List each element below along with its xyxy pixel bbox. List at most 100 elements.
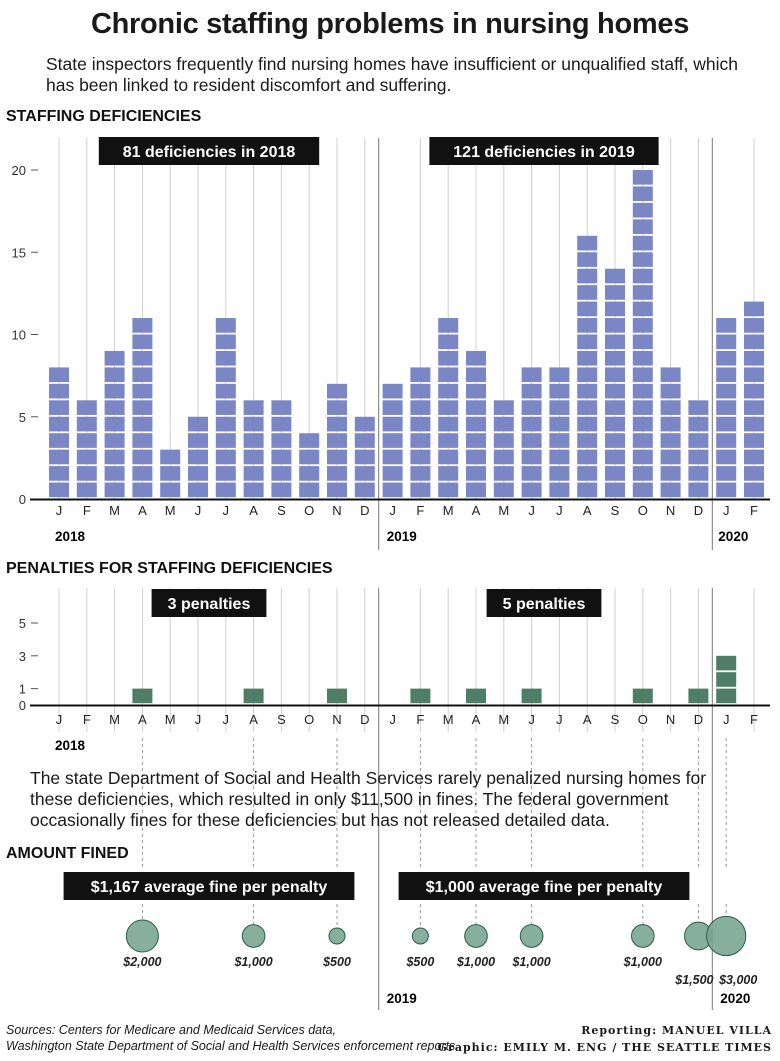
deficiency-bar-unit [104, 367, 125, 383]
month-tick-label: F [416, 712, 424, 727]
deficiency-bar-unit [521, 416, 542, 432]
deficiency-bar-unit [76, 433, 97, 448]
graphic-credit: Graphic: EMILY M. ENG / THE SEATTLE TIME… [437, 1041, 772, 1054]
deficiency-bar-unit [132, 449, 153, 465]
deficiency-bar-unit [243, 482, 264, 498]
month-tick-label: M [109, 503, 120, 518]
deficiency-bar-unit [243, 400, 264, 415]
deficiency-bar-unit [493, 449, 514, 465]
penalty-bar-unit [521, 688, 542, 704]
deficiency-bar-unit [632, 350, 653, 366]
year-label-2019-fines: 2019 [387, 991, 417, 1006]
deficiency-bar-unit [660, 383, 681, 399]
sources-note: Sources: Centers for Medicare and Medica… [6, 1022, 455, 1054]
deficiency-bar-unit [299, 433, 320, 448]
deficiency-bar-unit [410, 367, 431, 383]
deficiency-bar-unit [577, 482, 598, 498]
deficiency-bar-unit [660, 466, 681, 481]
deficiency-bar-unit [521, 367, 542, 383]
deficiency-bar-unit [549, 400, 570, 415]
deficiency-bar-unit [577, 367, 598, 383]
deficiency-bar-unit [104, 466, 125, 481]
deficiency-bar-unit [215, 350, 236, 366]
deficiency-bar-unit [327, 433, 347, 448]
deficiency-bar-unit [632, 433, 653, 448]
penalty-bar-unit [716, 655, 737, 671]
month-tick-label: J [195, 712, 202, 727]
deficiency-bar-unit [577, 416, 598, 432]
deficiency-bar-unit [632, 449, 653, 465]
penalty-y-tick: 3 [19, 649, 26, 664]
deficiency-bar-unit [188, 433, 208, 448]
month-tick-label: M [109, 712, 120, 727]
deficiency-bar-unit [382, 400, 403, 415]
deficiency-bar-unit [632, 416, 653, 432]
deficiency-bar-unit [327, 466, 347, 481]
deficiency-y-tick: 15 [12, 245, 26, 260]
deficiency-bar-unit [605, 416, 625, 432]
fine-bubble [241, 924, 266, 948]
month-tick-label: J [723, 503, 730, 518]
deficiency-bar-unit [215, 416, 236, 432]
penalty-bar-unit [410, 688, 431, 704]
penalty-y-tick: 0 [19, 698, 26, 713]
month-tick-label: J [556, 503, 563, 518]
deficiency-bar-unit [660, 367, 681, 383]
deficiency-bar-unit [104, 350, 125, 366]
deficiency-y-tick: 10 [12, 328, 26, 343]
deficiency-bar-unit [744, 350, 764, 366]
deficiency-bar-unit [549, 416, 570, 432]
deficiency-bar-unit [744, 466, 764, 481]
deficiency-bar-unit [493, 433, 514, 448]
deficiency-bar-unit [577, 400, 598, 415]
deficiency-bar-unit [271, 400, 292, 415]
deficiency-bar-unit [188, 482, 208, 498]
deficiency-bar-unit [632, 268, 653, 284]
month-tick-label: A [138, 503, 147, 518]
month-tick-label: A [138, 712, 147, 727]
fine-amount-label: $1,000 [511, 955, 550, 969]
deficiency-bar-unit [688, 433, 709, 448]
deficiency-bar-unit [466, 350, 486, 366]
deficiency-bar-unit [327, 416, 347, 432]
deficiency-bar-unit [632, 367, 653, 383]
year-label-2020: 2020 [718, 529, 748, 544]
month-tick-label: A [583, 503, 592, 518]
deficiency-bar-unit [132, 367, 153, 383]
deficiency-bar-unit [49, 433, 69, 448]
deficiency-bar-unit [688, 416, 709, 432]
month-tick-label: M [165, 712, 176, 727]
deficiency-bar-unit [716, 482, 737, 498]
deficiency-bar-unit [243, 449, 264, 465]
page-title: Chronic staffing problems in nursing hom… [90, 8, 690, 40]
deficiency-bar-unit [104, 433, 125, 448]
month-tick-label: A [583, 712, 592, 727]
month-tick-label: S [277, 712, 286, 727]
month-tick-label: J [195, 503, 202, 518]
deficiency-bar-unit [76, 482, 97, 498]
deficiency-bar-unit [493, 416, 514, 432]
month-tick-label: N [666, 503, 675, 518]
month-tick-label: A [472, 712, 481, 727]
deficiency-bar-unit [660, 400, 681, 415]
deficiency-bar-unit [632, 383, 653, 399]
deficiency-bar-unit [632, 202, 653, 218]
deficiency-bar-unit [632, 235, 653, 251]
deficiency-bar-unit [354, 449, 375, 465]
deficiency-bar-unit [632, 219, 653, 234]
penalty-bar-unit [243, 688, 264, 704]
deficiency-bar-unit [438, 367, 459, 383]
month-tick-label: O [638, 503, 648, 518]
fine-amount-label: $1,500 [674, 973, 713, 987]
deficiency-bar-unit [132, 482, 153, 498]
deficiency-bar-unit [744, 433, 764, 448]
deficiency-bar-unit [716, 400, 737, 415]
deficiency-bar-unit [299, 482, 320, 498]
deficiency-bar-unit [521, 482, 542, 498]
deficiency-bar-unit [382, 383, 403, 399]
deficiency-bar-unit [466, 482, 486, 498]
month-tick-label: O [304, 503, 314, 518]
deficiency-bar-unit [160, 482, 181, 498]
month-tick-label: S [611, 503, 620, 518]
deficiency-bar-unit [327, 449, 347, 465]
